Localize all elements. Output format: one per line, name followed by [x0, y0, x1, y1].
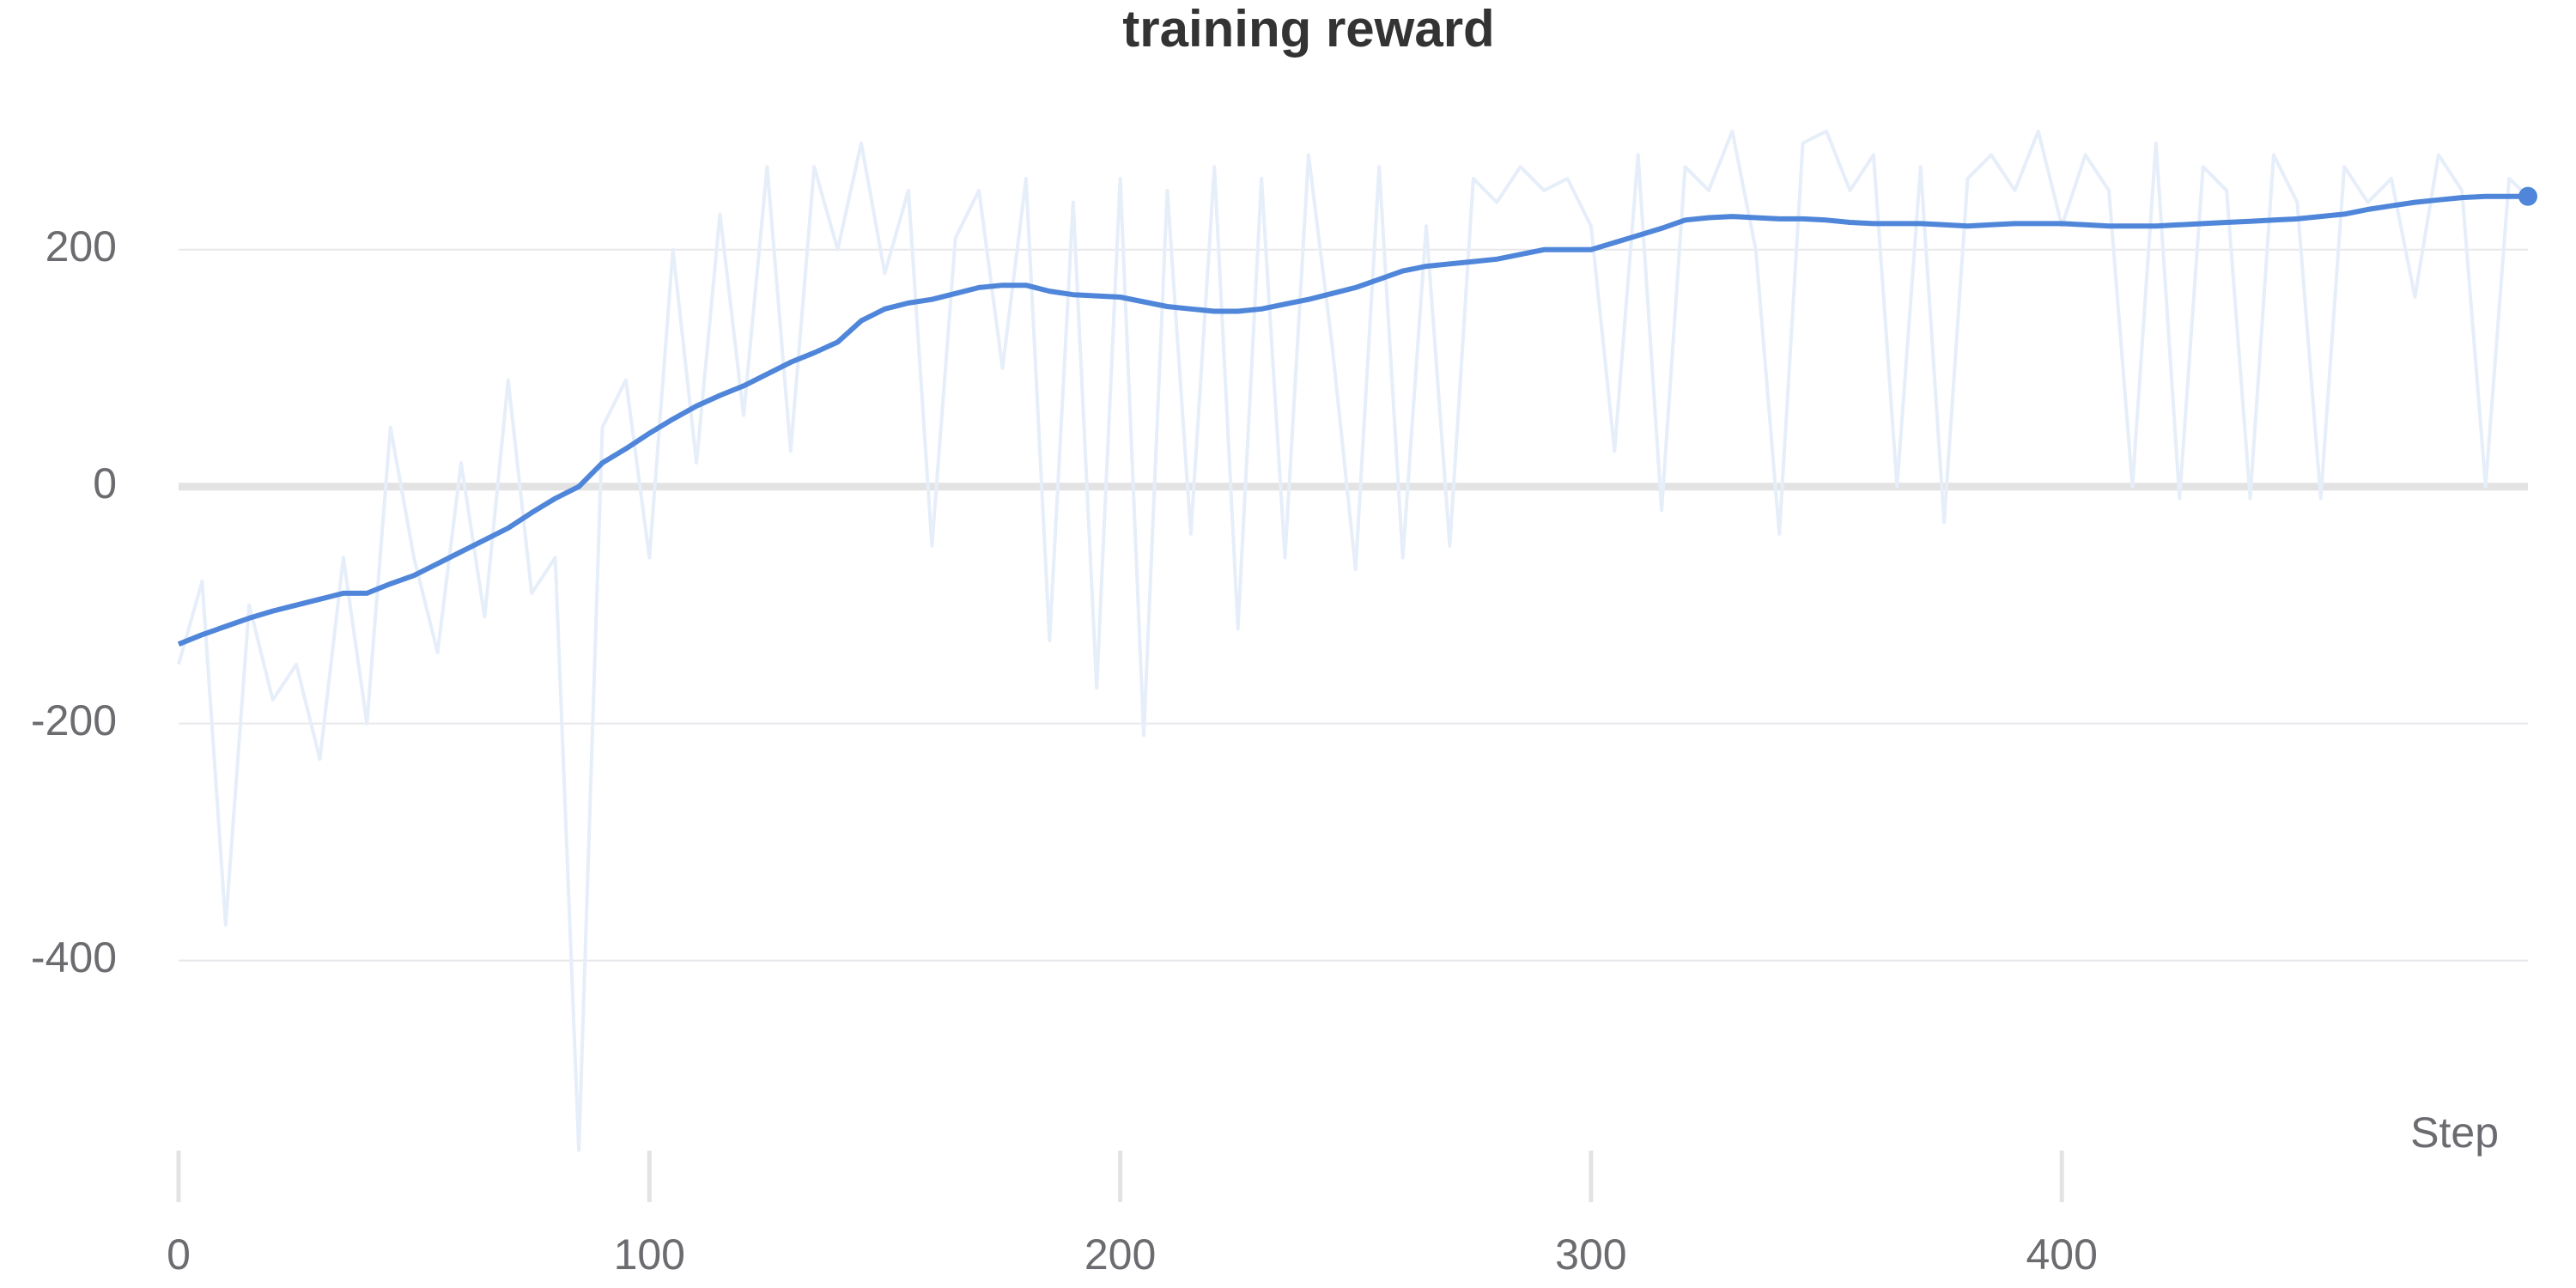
series-line: [177, 193, 2528, 647]
chart-title: training reward: [1122, 0, 1494, 58]
series-line: [177, 129, 2530, 1152]
y-tick-label: 200: [46, 222, 117, 270]
x-tick-label: 0: [167, 1230, 191, 1279]
x-tick-label: 400: [2026, 1230, 2097, 1279]
x-tick-label: 300: [1555, 1230, 1626, 1279]
y-tick-label: 0: [93, 459, 117, 507]
y-tick-label: -400: [31, 933, 117, 981]
x-tick-label: 100: [614, 1230, 685, 1279]
last-point: [2518, 186, 2537, 206]
y-tick-label: -200: [31, 696, 117, 744]
x-axis-label: Step: [2410, 1109, 2499, 1157]
x-tick-label: 200: [1084, 1230, 1156, 1279]
